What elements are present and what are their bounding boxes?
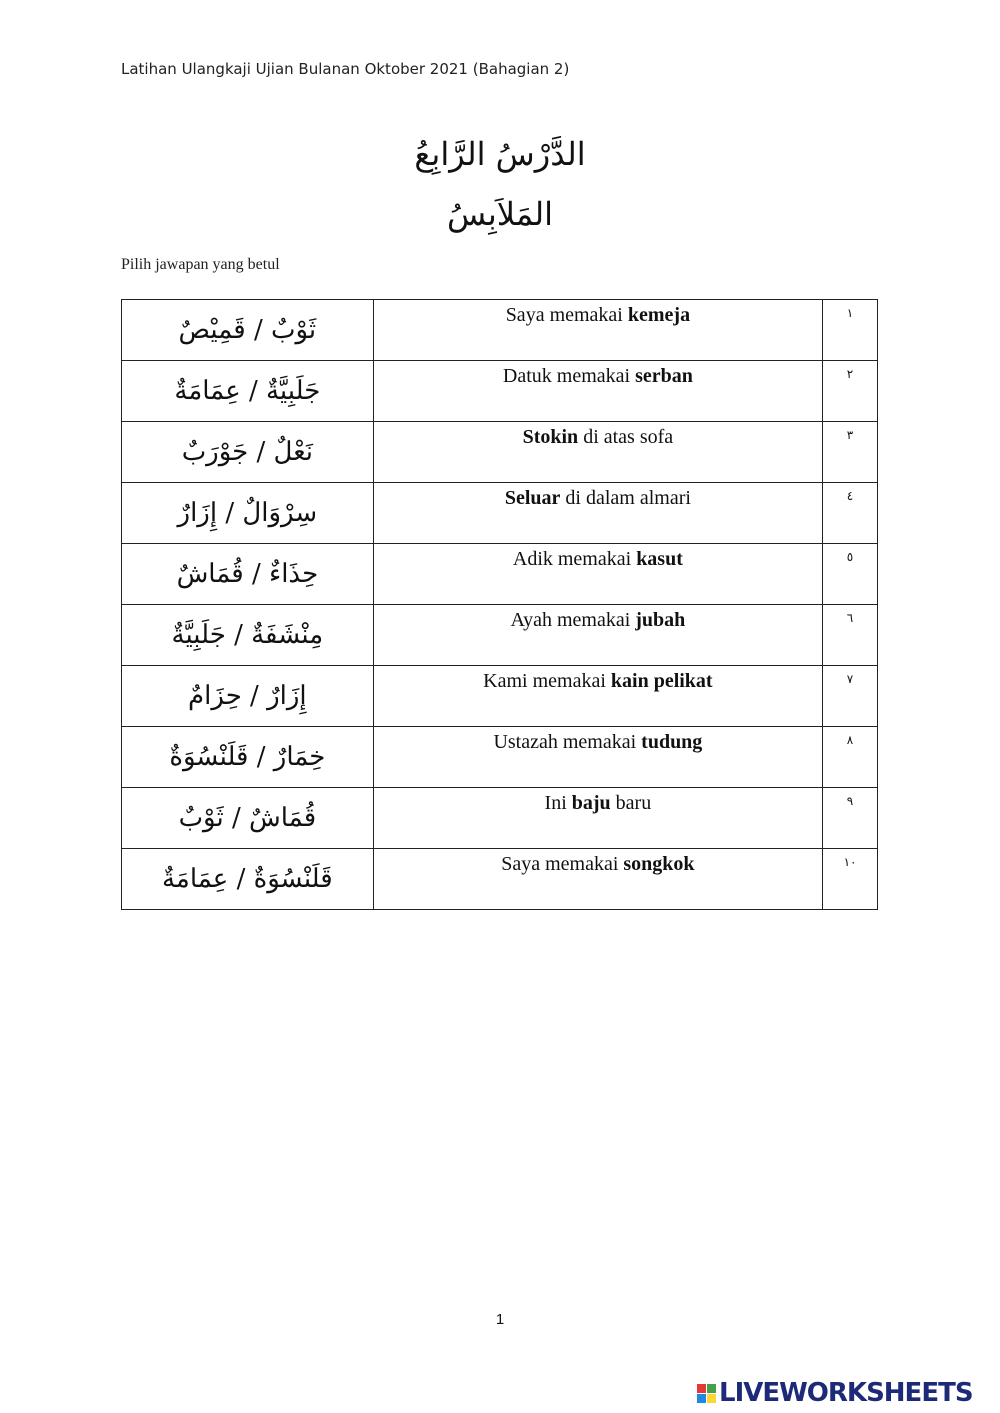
logo-mark-icon [697,1383,716,1403]
answer-options[interactable]: قُمَاشٌ / ثَوْبٌ [121,787,374,849]
sentence-pre: Saya memakai [501,853,624,875]
sentence-post: di dalam almari [560,487,691,509]
malay-sentence: Saya memakai songkok [372,848,824,910]
malay-sentence: Seluar di dalam almari [372,482,824,544]
sentence-post: baru [610,792,652,814]
question-number: ٤ [822,482,878,544]
malay-sentence: Stokin di atas sofa [372,421,824,483]
question-row: خِمَارٌ / قَلَنْسُوَةٌ Ustazah memakai t… [121,726,878,788]
logo-text: LIVEWORKSHEETS [719,1378,974,1408]
answer-options[interactable]: نَعْلٌ / جَوْرَبٌ [121,421,374,483]
sentence-post: di atas sofa [578,426,674,448]
sentence-keyword: Stokin [522,426,579,448]
answer-options[interactable]: قَلَنْسُوَةٌ / عِمَامَةٌ [121,848,374,910]
question-row: قَلَنْسُوَةٌ / عِمَامَةٌ Saya memakai so… [121,848,878,910]
liveworksheets-logo: LIVEWORKSHEETS [697,1378,974,1408]
lesson-title: الدَّرْسُ الرَّابِعُ [414,135,586,173]
question-number: ٧ [822,665,878,727]
instruction: Pilih jawapan yang betul [121,256,280,273]
answer-options[interactable]: ثَوْبٌ / قَمِيْصٌ [121,299,374,361]
document-header: Latihan Ulangkaji Ujian Bulanan Oktober … [121,60,570,78]
malay-sentence: Ustazah memakai tudung [372,726,824,788]
malay-sentence: Kami memakai kain pelikat [372,665,824,727]
malay-sentence: Ayah memakai jubah [372,604,824,666]
sentence-keyword: baju [571,792,611,814]
malay-sentence: Datuk memakai serban [372,360,824,422]
question-row: حِذَاءٌ / قُمَاشٌ Adik memakai kasut ٥ [121,543,878,605]
question-row: سِرْوَالٌ / إِزَارٌ Seluar di dalam alma… [121,482,878,544]
question-row: إِزَارٌ / حِزَامٌ Kami memakai kain peli… [121,665,878,727]
question-number: ١ [822,299,878,361]
answer-options[interactable]: مِنْشَفَةٌ / جَلَبِيَّةٌ [121,604,374,666]
sentence-pre: Ustazah memakai [493,731,642,753]
sentence-pre: Ayah memakai [510,609,636,631]
question-row: نَعْلٌ / جَوْرَبٌ Stokin di atas sofa ٣ [121,421,878,483]
question-number: ٦ [822,604,878,666]
page-number: 1 [495,1311,505,1328]
sentence-keyword: songkok [623,853,695,875]
malay-sentence: Saya memakai kemeja [372,299,824,361]
question-row: قُمَاشٌ / ثَوْبٌ Ini baju baru ٩ [121,787,878,849]
malay-sentence: Adik memakai kasut [372,543,824,605]
sentence-pre: Saya memakai [505,304,628,326]
sentence-keyword: kemeja [627,304,691,326]
question-number: ١٠ [822,848,878,910]
malay-sentence: Ini baju baru [372,787,824,849]
sentence-pre: Kami memakai [483,670,611,692]
question-number: ٣ [822,421,878,483]
sentence-keyword: jubah [635,609,686,631]
sentence-keyword: Seluar [504,487,561,509]
answer-options[interactable]: سِرْوَالٌ / إِزَارٌ [121,482,374,544]
answer-options[interactable]: حِذَاءٌ / قُمَاشٌ [121,543,374,605]
question-number: ٩ [822,787,878,849]
sentence-keyword: kain pelikat [610,670,713,692]
sentence-keyword: tudung [641,731,703,753]
question-number: ٨ [822,726,878,788]
answer-options[interactable]: إِزَارٌ / حِزَامٌ [121,665,374,727]
question-row: جَلَبِيَّةٌ / عِمَامَةٌ Datuk memakai se… [121,360,878,422]
sentence-pre: Adik memakai [512,548,637,570]
sentence-pre: Ini [544,792,572,814]
sentence-keyword: serban [635,365,693,387]
question-row: مِنْشَفَةٌ / جَلَبِيَّةٌ Ayah memakai ju… [121,604,878,666]
lesson-subtitle: المَلاَبِسُ [447,195,553,233]
sentence-pre: Datuk memakai [502,365,636,387]
question-row: ثَوْبٌ / قَمِيْصٌ Saya memakai kemeja ١ [121,299,878,361]
question-number: ٥ [822,543,878,605]
sentence-keyword: kasut [636,548,683,570]
answer-options[interactable]: جَلَبِيَّةٌ / عِمَامَةٌ [121,360,374,422]
question-number: ٢ [822,360,878,422]
answer-options[interactable]: خِمَارٌ / قَلَنْسُوَةٌ [121,726,374,788]
